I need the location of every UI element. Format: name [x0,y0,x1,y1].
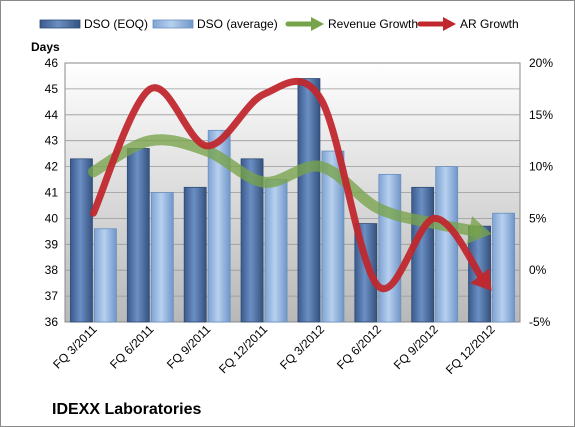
y-tick-label-left: 44 [45,108,59,122]
y-tick-label-left: 42 [45,160,59,174]
legend-label: AR Growth [460,17,519,31]
y-tick-label-right: 15% [529,108,553,122]
bar-dso-average [492,212,515,323]
y-tick-label-right: -5% [529,315,551,329]
bar-dso-average [435,166,459,323]
bar-dso-eoq [70,158,93,323]
y-tick-label-left: 45 [45,82,59,96]
legend-arrowhead-revenue-growth [311,17,324,31]
y-axis-title: Days [31,40,60,54]
legend-swatch-dso-average [152,19,194,29]
y-tick-label-right: 20% [529,56,553,70]
y-tick-label-left: 46 [45,56,59,70]
legend: DSO (EOQ) DSO (average) Revenue Growth AR G… [39,17,519,31]
y-tick-label-left: 43 [45,134,59,148]
bar-dso-average [264,179,288,323]
y-tick-label-left: 37 [45,289,59,303]
bar-dso-eoq [411,186,435,323]
y-tick-label-right: 10% [529,160,553,174]
bar-dso-average [378,173,402,323]
company-label: IDEXX Laboratories [52,401,201,418]
y-tick-label-left: 40 [45,211,59,225]
bar-dso-average [207,129,231,323]
y-tick-label-right: 0% [529,263,547,277]
bar-dso-eoq [240,158,264,323]
bar-dso-average [321,150,345,323]
bar-dso-eoq [297,78,321,323]
legend-swatch-dso-eoq [39,19,81,29]
bar-dso-average [150,192,174,323]
arrowhead-ar-growth [470,268,492,291]
legend-label: DSO (average) [197,17,278,31]
bar-dso-eoq [183,186,207,323]
bar-dso-average [94,228,117,323]
line-ar-growth [89,77,487,293]
bar-dso-eoq [126,148,150,323]
y-tick-label-left: 41 [45,186,59,200]
legend-label: DSO (EOQ) [84,17,148,31]
y-tick-label-left: 38 [45,263,59,277]
legend-label: Revenue Growth [328,17,418,31]
legend-arrowhead-ar-growth [443,17,456,31]
y-tick-label-left: 39 [45,237,59,251]
y-tick-label-right: 5% [529,211,547,225]
arrowhead-revenue-growth [467,216,492,244]
y-tick-label-left: 36 [45,315,59,329]
lines-layer [87,77,492,293]
